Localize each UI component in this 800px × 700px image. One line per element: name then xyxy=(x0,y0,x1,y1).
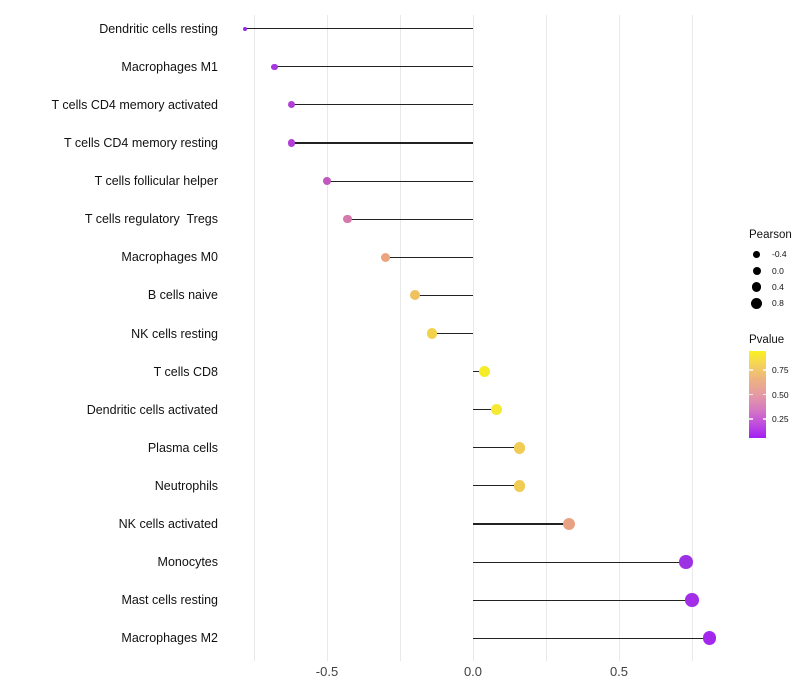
data-point xyxy=(513,442,526,454)
data-point xyxy=(479,366,491,378)
data-point xyxy=(243,26,248,31)
stem-line xyxy=(327,180,473,182)
size-legend-dot-icon xyxy=(751,282,762,292)
category-label: T cells CD4 memory activated xyxy=(51,97,219,112)
stem-line xyxy=(245,28,473,30)
x-tick-label: -0.5 xyxy=(315,664,339,679)
stem-line xyxy=(473,637,710,639)
pvalue-tick-label: 0.75 xyxy=(772,365,789,376)
gradient-tick xyxy=(762,418,766,420)
data-point xyxy=(427,328,438,339)
stem-line xyxy=(473,485,520,487)
size-legend-label: -0.4 xyxy=(772,249,787,260)
category-label: Dendritic cells activated xyxy=(86,402,218,417)
x-gridline xyxy=(545,15,547,661)
category-label: Neutrophils xyxy=(154,478,218,493)
stem-line xyxy=(473,599,692,601)
pvalue-tick-label: 0.50 xyxy=(772,389,789,400)
size-legend-dot-icon xyxy=(753,250,761,258)
category-label: Plasma cells xyxy=(147,440,218,455)
legend: Pearson -0.4 0.0 0.4 0.8 Pvalue 0.75 0.50 0.2… xyxy=(742,0,800,700)
data-point xyxy=(271,63,278,71)
size-legend-label: 0.4 xyxy=(772,281,784,292)
pvalue-tick-label: 0.25 xyxy=(772,413,789,424)
stem-line xyxy=(473,371,485,373)
category-label: Macrophages M2 xyxy=(121,631,218,646)
stem-line xyxy=(347,218,473,220)
data-point xyxy=(288,101,296,109)
stem-line xyxy=(473,561,687,563)
size-legend-label: 0.0 xyxy=(772,265,784,276)
category-label: B cells naive xyxy=(147,288,218,303)
data-point xyxy=(343,214,352,224)
x-tick-label: 0.5 xyxy=(609,664,629,679)
data-point xyxy=(702,631,717,646)
data-point xyxy=(409,290,420,301)
data-point xyxy=(563,517,576,531)
size-legend-title: Pearson xyxy=(749,229,792,241)
stem-line xyxy=(473,447,520,449)
category-label: Dendritic cells resting xyxy=(99,21,218,36)
gradient-tick xyxy=(762,393,766,396)
data-point xyxy=(380,252,391,262)
stem-line xyxy=(291,104,473,106)
gradient-tick xyxy=(749,369,753,371)
category-label: Macrophages M1 xyxy=(121,59,218,74)
data-point xyxy=(490,404,502,416)
category-label: T cells CD4 memory resting xyxy=(64,136,218,150)
gradient-tick xyxy=(749,418,753,420)
data-point xyxy=(679,555,693,569)
x-gridline xyxy=(472,15,474,661)
color-legend-title: Pvalue xyxy=(749,334,785,346)
stem-line xyxy=(291,142,473,144)
category-label: Monocytes xyxy=(157,555,218,570)
stem-line xyxy=(473,409,497,411)
category-label: T cells CD8 xyxy=(153,364,218,379)
category-label: NK cells activated xyxy=(118,517,218,531)
x-gridline xyxy=(618,15,620,661)
x-gridline xyxy=(399,15,401,661)
category-label: T cells regulatory Tregs xyxy=(84,212,218,227)
category-label: Macrophages M0 xyxy=(121,250,218,265)
x-gridline xyxy=(253,15,255,661)
gradient-tick xyxy=(749,393,753,396)
pvalue-gradient-bar xyxy=(749,351,766,438)
size-legend-dot-icon xyxy=(752,266,761,275)
data-point xyxy=(685,593,699,607)
gradient-tick xyxy=(762,369,766,371)
size-legend-label: 0.8 xyxy=(772,298,784,309)
x-gridline xyxy=(691,15,693,661)
category-label: NK cells resting xyxy=(131,326,218,341)
stem-line xyxy=(414,294,473,296)
stem-line xyxy=(473,523,570,525)
stem-line xyxy=(385,256,473,258)
data-point xyxy=(513,480,526,492)
category-label: Mast cells resting xyxy=(121,593,218,608)
x-tick-label: 0.0 xyxy=(463,664,483,679)
x-gridline xyxy=(326,15,328,661)
stem-line xyxy=(274,66,473,68)
size-legend-dot-icon xyxy=(751,297,763,309)
category-label: T cells follicular helper xyxy=(94,174,218,189)
data-point xyxy=(288,139,296,147)
stem-line xyxy=(432,332,473,335)
data-point xyxy=(322,177,332,186)
